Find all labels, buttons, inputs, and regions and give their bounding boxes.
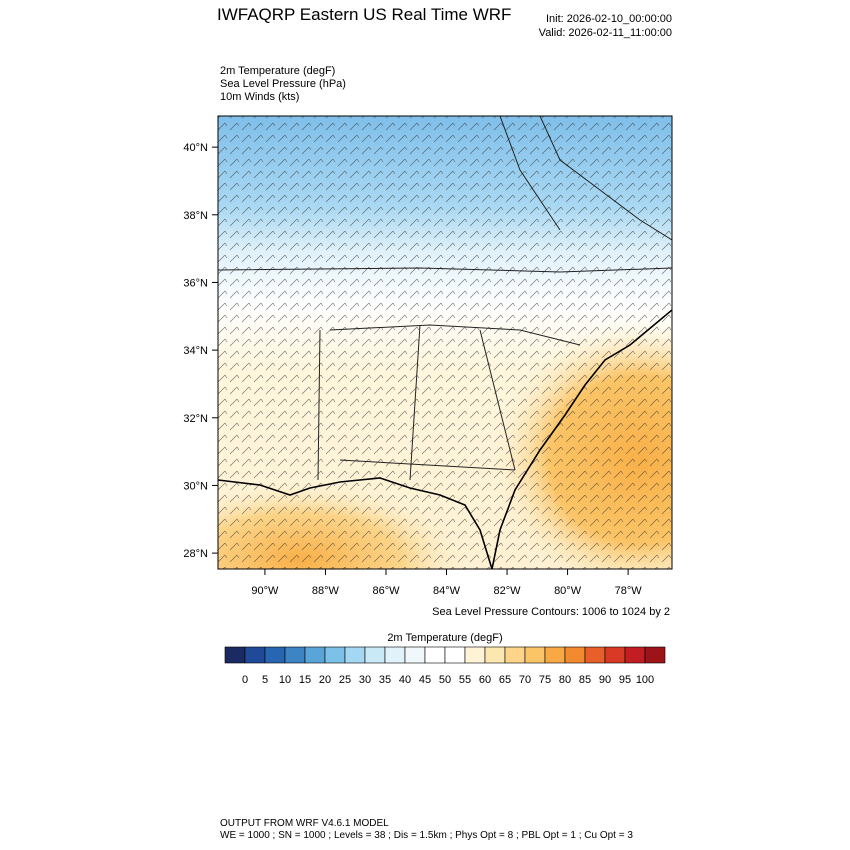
colorbar-box	[264, 646, 286, 664]
colorbar-label: 50	[439, 674, 451, 686]
colorbar-label: 35	[379, 674, 391, 686]
colorbar-box	[304, 646, 326, 664]
state-borders	[499, 116, 672, 241]
lat-tick-label: 32°N	[183, 413, 208, 425]
lon-tick-label: 82°W	[494, 585, 522, 597]
colorbar-label: 20	[319, 674, 331, 686]
colorbar-box	[404, 646, 426, 664]
wind-barbs	[218, 116, 672, 569]
colorbar-label: 15	[299, 674, 311, 686]
colorbar-label: 0	[242, 674, 248, 686]
lat-tick-label: 36°N	[183, 277, 208, 289]
map	[218, 116, 672, 569]
colorbar-box	[484, 646, 506, 664]
colorbar-label: 100	[636, 674, 654, 686]
colorbar-box	[644, 646, 666, 664]
coastline	[218, 477, 493, 569]
lat-tick-label: 28°N	[183, 548, 208, 560]
colorbar-box	[384, 646, 406, 664]
colorbar-label: 45	[419, 674, 431, 686]
colorbar-label: 70	[519, 674, 531, 686]
lon-tick-label: 84°W	[433, 585, 461, 597]
map-ticks: 28°N 30°N 32°N 34°N 36°N 38°N 40°N 90°W 88°W 86°W…	[183, 142, 642, 597]
colorbar-box	[544, 646, 566, 664]
colorbar-label: 60	[479, 674, 491, 686]
colorbar-box	[504, 646, 526, 664]
colorbar-box	[564, 646, 586, 664]
colorbar-box	[584, 646, 606, 664]
colorbar-label: 85	[579, 674, 591, 686]
field-label: Sea Level Pressure (hPa)	[220, 78, 346, 90]
colorbar-box	[424, 646, 446, 664]
colorbar-label: 55	[459, 674, 471, 686]
lon-tick-label: 88°W	[312, 585, 340, 597]
colorbar-label: 90	[599, 674, 611, 686]
lon-tick-label: 90°W	[251, 585, 279, 597]
colorbar-box	[604, 646, 626, 664]
colorbar-box	[464, 646, 486, 664]
valid-time: Valid: 2026-02-11_11:00:00	[539, 27, 672, 39]
colorbar: 0 5 10 15 20 25 30 35 40 45 50 55 60 65 70 75 80 85 90 95 10…	[224, 646, 666, 686]
colorbar-box	[444, 646, 466, 664]
title: IWFAQRP Eastern US Real Time WRF	[217, 5, 511, 24]
colorbar-box	[284, 646, 306, 664]
lat-tick-label: 40°N	[183, 142, 208, 154]
colorbar-box	[344, 646, 366, 664]
lon-tick-label: 86°W	[372, 585, 400, 597]
footer-line: WE = 1000 ; SN = 1000 ; Levels = 38 ; Di…	[220, 830, 633, 841]
lat-tick-label: 34°N	[183, 345, 208, 357]
field-label: 10m Winds (kts)	[220, 91, 299, 103]
colorbar-box	[324, 646, 346, 664]
colorbar-box	[624, 646, 646, 664]
contour-note: Sea Level Pressure Contours: 1006 to 102…	[432, 606, 670, 618]
colorbar-label: 40	[399, 674, 411, 686]
colorbar-label: 10	[279, 674, 291, 686]
colorbar-box	[244, 646, 266, 664]
colorbar-label: 95	[619, 674, 631, 686]
footer-line: OUTPUT FROM WRF V4.6.1 MODEL	[220, 818, 389, 829]
field-label: 2m Temperature (degF)	[220, 65, 335, 77]
init-time: Init: 2026-02-10_00:00:00	[546, 13, 672, 25]
lon-tick-label: 80°W	[554, 585, 582, 597]
colorbar-label: 75	[539, 674, 551, 686]
state-borders	[218, 267, 672, 481]
colorbar-label: 30	[359, 674, 371, 686]
field-list: 2m Temperature (degF)Sea Level Pressure …	[220, 65, 346, 103]
colorbar-label: 5	[262, 674, 268, 686]
colorbar-title: 2m Temperature (degF)	[387, 632, 502, 644]
colorbar-box	[224, 646, 246, 664]
lon-tick-label: 78°W	[615, 585, 643, 597]
coastline	[491, 309, 672, 569]
colorbar-box	[364, 646, 386, 664]
lat-tick-label: 30°N	[183, 480, 208, 492]
colorbar-label: 65	[499, 674, 511, 686]
lat-tick-label: 38°N	[183, 210, 208, 222]
colorbar-box	[524, 646, 546, 664]
colorbar-label: 80	[559, 674, 571, 686]
colorbar-label: 25	[339, 674, 351, 686]
map-frame	[217, 115, 673, 570]
